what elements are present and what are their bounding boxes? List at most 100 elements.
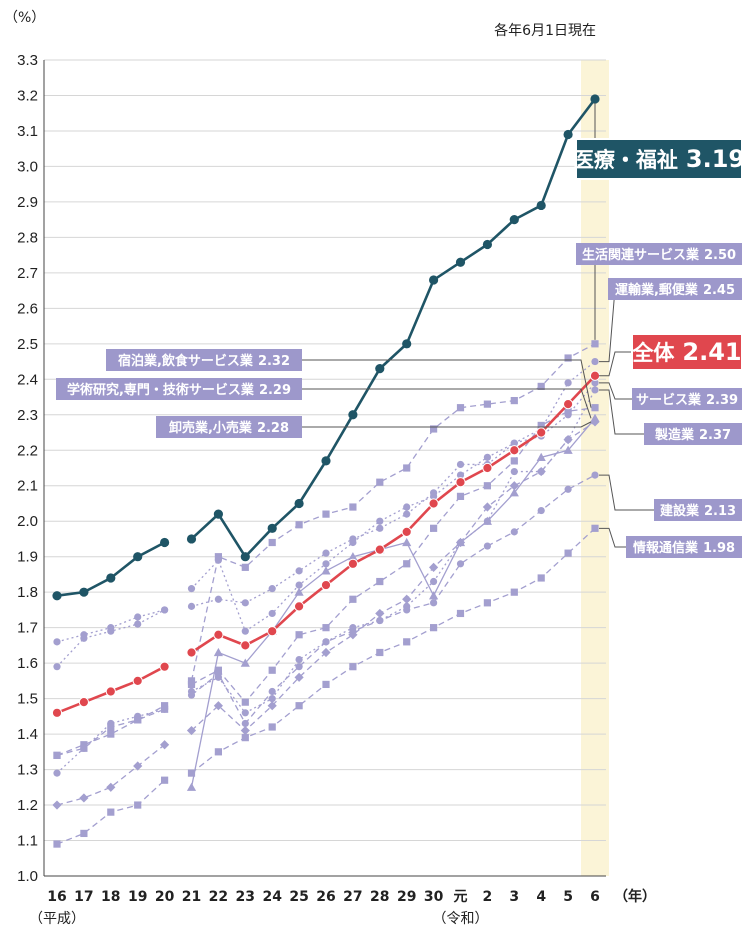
x-tick-label: 元 — [454, 889, 468, 905]
data-point — [322, 680, 330, 689]
data-point — [455, 477, 466, 488]
data-point — [455, 537, 466, 548]
y-tick-label: 1.2 — [17, 797, 38, 814]
data-point — [79, 793, 89, 803]
data-point — [294, 587, 304, 596]
y-tick-label: 2.7 — [17, 265, 38, 282]
data-point — [591, 357, 599, 366]
data-point — [376, 577, 384, 586]
data-point — [564, 379, 572, 387]
leader-line — [599, 382, 632, 400]
data-point — [402, 537, 412, 547]
data-point — [322, 510, 330, 518]
data-point — [295, 663, 303, 671]
x-tick-label: 26 — [316, 889, 335, 905]
series-value: 1.98 — [703, 541, 735, 556]
data-point — [240, 725, 250, 736]
data-point — [268, 723, 276, 731]
data-point — [403, 560, 411, 568]
callout-label: 学術研究,専門・技術サービス業 2.29 — [67, 382, 291, 398]
y-tick-label: 2.4 — [17, 371, 38, 388]
data-point — [213, 629, 224, 640]
data-point — [430, 524, 438, 532]
data-point — [160, 740, 170, 750]
callout-label: 情報通信業 1.98 — [633, 540, 735, 556]
data-point — [132, 675, 143, 686]
data-point — [186, 647, 197, 658]
data-point — [295, 631, 303, 639]
series-宿泊業,飲食サービス業 — [53, 404, 599, 759]
data-point — [537, 421, 545, 430]
x-tick-label: 2 — [483, 889, 493, 905]
data-point — [430, 489, 438, 497]
callout-box — [106, 349, 302, 371]
series-全体 — [51, 370, 601, 718]
data-point — [240, 658, 250, 667]
callout-box — [156, 416, 302, 438]
data-point — [241, 698, 249, 706]
highlight-band-latest-year — [581, 60, 609, 876]
data-point — [295, 581, 303, 589]
data-point — [51, 707, 63, 718]
data-point — [456, 404, 465, 412]
data-point — [268, 687, 276, 696]
data-point — [510, 588, 518, 596]
data-point — [430, 425, 438, 433]
series-line — [190, 98, 597, 559]
data-point — [376, 524, 384, 532]
data-point — [321, 456, 331, 466]
y-tick-label: 2.1 — [17, 478, 38, 495]
series-卸売業,小売業 — [52, 417, 600, 810]
series-value: 2.32 — [258, 354, 290, 369]
data-point — [80, 634, 88, 642]
series-line — [56, 708, 165, 774]
y-tick-label: 2.0 — [17, 513, 38, 530]
series-line — [190, 417, 596, 788]
callout-box — [644, 423, 742, 445]
data-point — [483, 453, 491, 461]
data-point — [429, 591, 439, 600]
data-point — [52, 591, 62, 601]
data-point — [214, 748, 222, 756]
data-point — [403, 606, 411, 614]
data-point — [456, 609, 465, 618]
leader-line — [302, 421, 592, 428]
series-name: 全体 — [631, 341, 675, 365]
leader-line — [302, 359, 592, 408]
callout-label: 生活関連サービス業 2.50 — [582, 247, 736, 263]
callout-label: サービス業 2.39 — [636, 392, 738, 408]
data-point — [483, 599, 491, 607]
series-name: 建設業 — [660, 503, 700, 519]
y-tick-label: 2.5 — [17, 336, 38, 353]
data-point — [161, 776, 169, 784]
series-name: サービス業 — [636, 392, 702, 408]
data-point — [376, 478, 384, 486]
data-point — [564, 354, 572, 362]
x-tick-label: 29 — [397, 889, 416, 905]
x-tick-label: 6 — [590, 889, 600, 905]
data-point — [268, 666, 276, 674]
leader-line — [599, 474, 654, 511]
callout-サービス業: サービス業 2.39 — [599, 382, 742, 410]
data-point — [186, 782, 197, 791]
data-point — [187, 602, 196, 610]
data-point — [322, 560, 330, 568]
x-tick-label: 18 — [101, 889, 120, 905]
x-tick-label: 19 — [128, 889, 147, 905]
data-point — [53, 638, 61, 646]
data-point — [107, 808, 115, 816]
data-point — [213, 509, 223, 519]
callout-情報通信業: 情報通信業 1.98 — [599, 527, 742, 558]
data-point — [105, 686, 116, 697]
data-point — [482, 462, 493, 474]
data-point — [483, 400, 491, 408]
data-point — [348, 552, 358, 561]
data-point — [159, 661, 170, 672]
data-point — [240, 640, 251, 651]
callout-box — [575, 138, 743, 180]
data-point — [294, 672, 304, 682]
data-point — [295, 702, 303, 710]
series-value: 2.45 — [703, 283, 735, 298]
y-tick-label: 1.7 — [17, 620, 38, 637]
callout-label: 宿泊業,飲食サービス業 2.32 — [118, 353, 290, 369]
